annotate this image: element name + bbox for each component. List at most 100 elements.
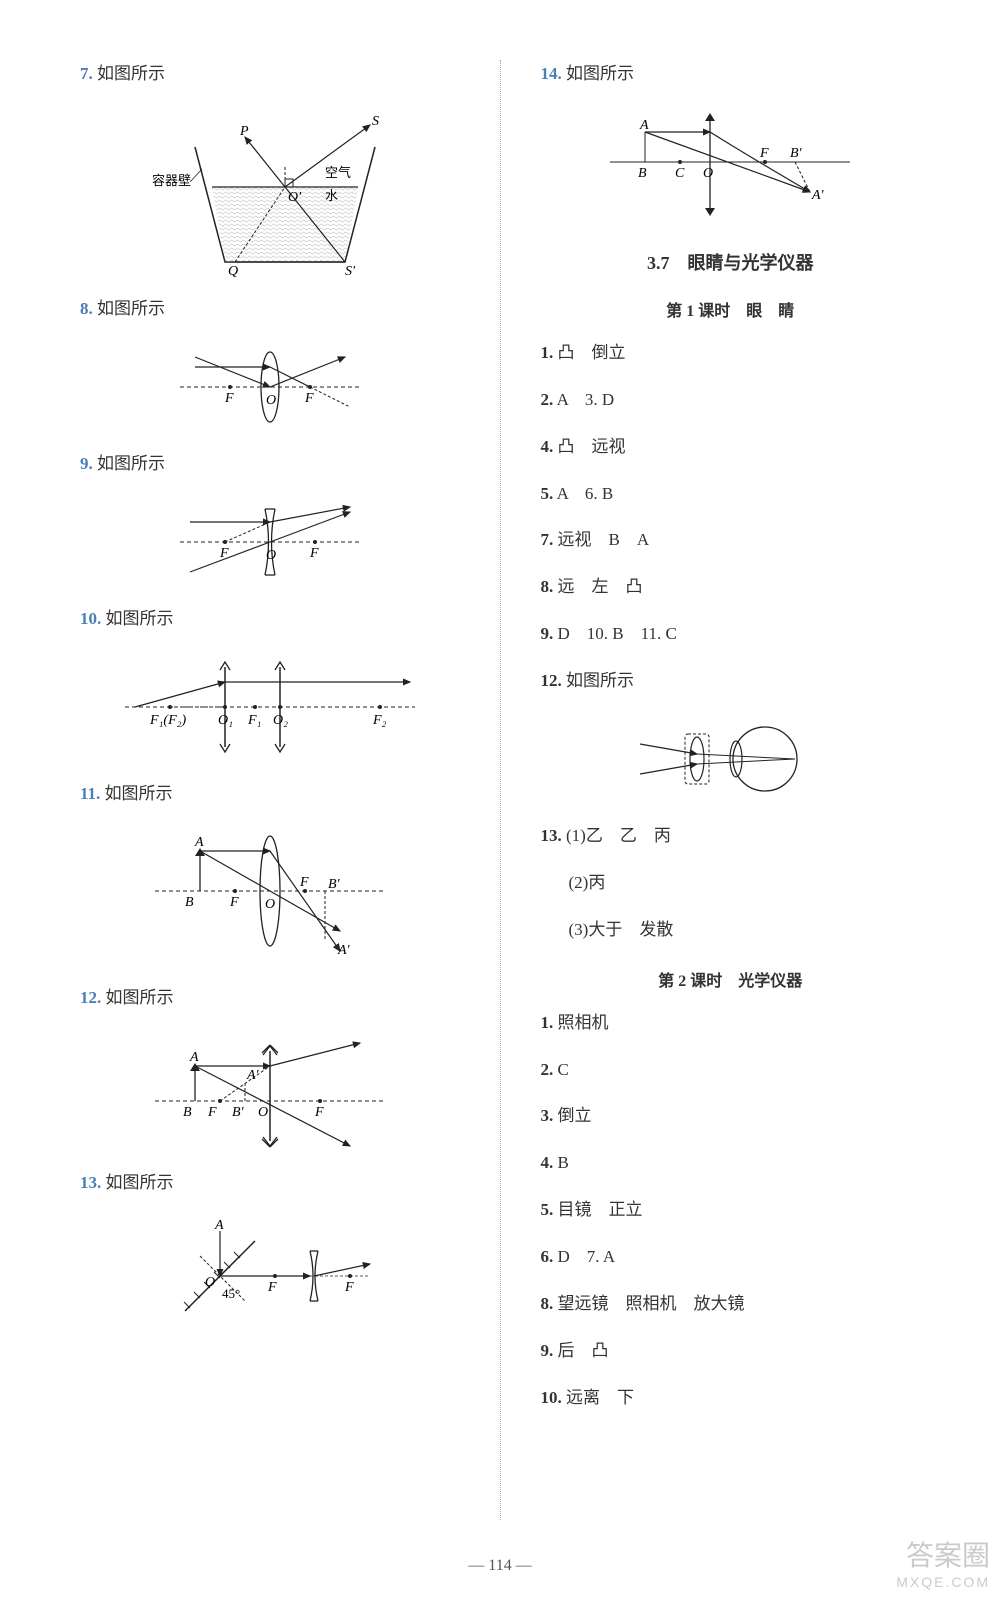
d7-water: 水 [325,188,338,203]
q14: 14. 如图所示 [541,60,921,89]
d10-O1: O₁ [218,713,233,728]
d7-P: P [239,124,249,139]
d14-C: C [675,166,685,181]
q11-num: 11. [80,784,100,803]
d13-Fl: F [267,1280,277,1295]
q13: 13. 如图所示 [80,1169,460,1198]
l2-1: 1. 照相机 [541,1009,921,1038]
q7-num: 7. [80,64,93,83]
section-3-7: 3.7 眼睛与光学仪器 [541,249,921,275]
right-column: 14. 如图所示 A B C O F B' [541,60,921,1520]
d12-O: O [258,1105,268,1120]
d11-Bp: B' [328,877,341,892]
q14-num: 14. [541,64,562,83]
l1-8: 8. 远 左 凸 [541,573,921,602]
q7: 7. 如图所示 [80,60,460,89]
d8-Fr: F [304,391,314,406]
l1-7: 7. 远视 B A [541,526,921,555]
l1-4: 4. 凸 远视 [541,433,921,462]
d7-O: O' [288,190,302,205]
q7-text: 如图所示 [97,64,165,83]
watermark-sub: MXQE.COM [896,1574,990,1590]
d11-B: B [185,895,194,910]
d7-Q: Q [228,264,238,277]
q11: 11. 如图所示 [80,780,460,809]
d12-Bp: B' [232,1105,245,1120]
d11-O: O [265,897,275,912]
d11-Fl: F [229,895,239,910]
d11-Ap: A' [337,943,351,958]
d9-O: O [266,548,276,563]
l2-6: 6. D 7. A [541,1243,921,1272]
d14-A: A [639,118,649,133]
diagram-9: F F O [80,497,460,587]
diagram-13: A O 45° F F [80,1216,460,1326]
diagram-7: P S Q S' O' 容器壁 空气 水 [80,107,460,277]
q8-text: 如图所示 [97,299,165,318]
q11-text: 如图所示 [105,784,173,803]
l2-3: 3. 倒立 [541,1102,921,1131]
q12-text: 如图所示 [106,988,174,1007]
d10-F1F2: F₁(F₂) [149,713,187,728]
d13-O: O [205,1275,215,1290]
q8: 8. 如图所示 [80,295,460,324]
l1-13-2: (2)丙 [541,869,921,898]
q12-num: 12. [80,988,101,1007]
d11-Fr: F [299,875,309,890]
diagram-eye [541,714,921,804]
l1-13-3: (3)大于 发散 [541,916,921,945]
q10-num: 10. [80,609,101,628]
d10-F2: F₂ [372,713,387,728]
l2-5: 5. 目镜 正立 [541,1196,921,1225]
l1-9: 9. D 10. B 11. C [541,620,921,649]
d7-S: S [372,114,379,129]
d12-Fl: F [207,1105,217,1120]
l2-2: 2. C [541,1056,921,1085]
l1-1: 1. 凸 倒立 [541,339,921,368]
diagram-8: F F O [80,342,460,432]
d10-O2: O₂ [273,713,288,728]
q10: 10. 如图所示 [80,605,460,634]
d14-Bp: B' [790,146,803,161]
d9-Fr: F [309,546,319,561]
q12: 12. 如图所示 [80,984,460,1013]
d7-air: 空气 [325,165,351,180]
d9-Fl: F [219,546,229,561]
d12-A: A [189,1050,199,1065]
l2-9: 9. 后 凸 [541,1337,921,1366]
d7-Sp: S' [345,264,356,277]
q9-text: 如图所示 [97,454,165,473]
left-column: 7. 如图所示 [80,60,460,1520]
q9: 9. 如图所示 [80,450,460,479]
lesson-2-title: 第 2 课时 光学仪器 [541,967,921,991]
q9-num: 9. [80,454,93,473]
d14-Ap: A' [811,188,825,203]
diagram-10: F₁(F₂) O₁ F₁ O₂ F₂ [80,652,460,762]
d12-B: B [183,1105,192,1120]
d8-O: O [266,393,276,408]
l2-10: 10. 远离 下 [541,1384,921,1413]
column-divider [500,60,501,1520]
lesson-1-title: 第 1 课时 眼 睛 [541,297,921,321]
l2-8: 8. 望远镜 照相机 放大镜 [541,1290,921,1319]
d12-Fr: F [314,1105,324,1120]
l2-4: 4. B [541,1149,921,1178]
d14-B: B [638,166,647,181]
q13-num: 13. [80,1173,101,1192]
watermark: 答案圈 MXQE.COM [896,1534,990,1590]
watermark-main: 答案圈 [896,1534,990,1574]
d14-F: F [759,146,769,161]
l1-2: 2. A 3. D [541,386,921,415]
d13-ang: 45° [222,1286,240,1301]
q10-text: 如图所示 [106,609,174,628]
diagram-11: A B F F O B' A' [80,826,460,966]
page-number: — 114 — [468,1557,531,1575]
d7-wall: 容器壁 [152,173,191,188]
d12-Ap: A' [246,1068,260,1083]
l1-13: 13. (1)乙 乙 丙 [541,822,921,851]
d13-Fr: F [344,1280,354,1295]
l1-5: 5. A 6. B [541,480,921,509]
d13-A: A [214,1218,224,1233]
d10-F1b: F₁ [247,713,261,728]
d14-O: O [703,166,713,181]
